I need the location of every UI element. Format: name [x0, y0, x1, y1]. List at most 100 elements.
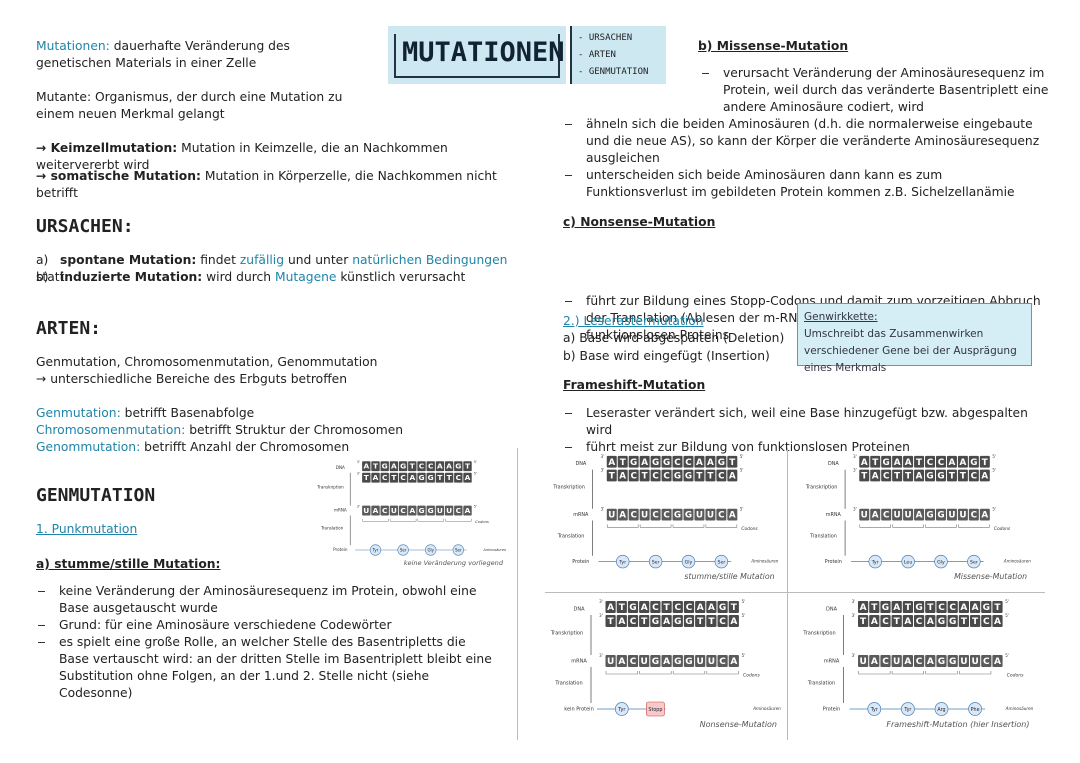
base-box [958, 655, 969, 667]
base-box [979, 508, 990, 521]
base-box [936, 655, 947, 667]
base-box [661, 455, 672, 468]
base-box [454, 472, 463, 483]
base-box [380, 461, 389, 472]
base-box [869, 655, 880, 667]
diagram-label: Codons [475, 520, 489, 524]
amino-acid-label: Ser [455, 547, 462, 552]
base-box [639, 615, 650, 627]
bullet-list: ähneln sich die beiden Aminosäuren (d.h.… [563, 116, 1043, 201]
diagram-label: Aminosäuren [1003, 559, 1031, 564]
text: und unter [287, 253, 349, 267]
amino-acid-label: Tyr [617, 707, 625, 713]
amino-acid [934, 554, 948, 569]
amino-acid-label: Gly [685, 560, 693, 566]
diagram-label: 3' [852, 599, 856, 604]
base-box [914, 469, 925, 482]
base-box [925, 601, 936, 613]
base-box [683, 655, 695, 667]
diagram-label: 3' [357, 460, 360, 464]
base-box [891, 655, 902, 667]
base-box [716, 455, 727, 468]
base-box [914, 455, 925, 468]
bullet-list: keine Veränderung der Aminosäuresequenz … [36, 583, 496, 702]
base-box [435, 505, 445, 516]
base-box [717, 615, 728, 627]
base-box [925, 455, 936, 468]
base-box [628, 469, 639, 482]
base-box [435, 472, 445, 483]
base-box [617, 508, 628, 521]
amino-acid [369, 544, 382, 556]
base-box [650, 655, 661, 667]
title: MUTATIONEN [402, 37, 565, 68]
stop-box [646, 701, 665, 717]
base-box [694, 508, 705, 521]
caption: Missense-Mutation [954, 572, 1027, 581]
subheading: Frameshift-Mutation [563, 378, 706, 392]
base-box [454, 505, 463, 516]
diagram-label: 5' [474, 460, 477, 464]
base-box [858, 615, 869, 627]
diagram-label: 5' [1005, 653, 1009, 658]
codon-bracket [925, 524, 957, 528]
diagram-label: 5' [742, 653, 746, 658]
base-box [398, 472, 408, 483]
amino-acid [397, 544, 409, 556]
amino-acid-label: Ser [400, 547, 407, 552]
diagram-label: Translation [809, 534, 837, 540]
definition: Genmutation: betrifft Basenabfolge [36, 405, 254, 422]
base-box [859, 455, 870, 468]
base-box [968, 455, 979, 468]
base-box [705, 469, 716, 482]
base-box [881, 508, 892, 521]
base-box [970, 601, 981, 613]
base-box [914, 615, 925, 627]
base-box [650, 615, 661, 627]
base-box [371, 505, 380, 516]
base-box [417, 505, 426, 516]
base-box [705, 508, 716, 521]
base-box [892, 455, 903, 468]
diagram: DNATranskriptionmRNATranslationProteinAT… [552, 454, 778, 581]
diagram-label: mRNA [571, 659, 587, 665]
base-box [617, 455, 628, 468]
codon-bracket [417, 518, 444, 522]
diagram-label: mRNA [334, 508, 347, 513]
codon-bracket [445, 518, 472, 522]
base-box [605, 655, 616, 667]
diagram-label: 5' [992, 468, 996, 473]
diagram-label: DNA [826, 607, 838, 613]
subheading: b) Missense-Mutation [698, 39, 849, 53]
heading: GENMUTATION [36, 485, 156, 506]
codon-bracket [891, 671, 924, 675]
base-box [695, 615, 706, 627]
codon-bracket [362, 518, 389, 522]
note-text: Umschreibt das Zusammenwirken verschiede… [804, 328, 1017, 374]
text: b) Base wird eingefügt (Insertion) [563, 349, 770, 363]
base-box [639, 655, 650, 667]
base-box [695, 601, 706, 613]
heading: URSACHEN: [36, 216, 134, 237]
base-box [444, 461, 454, 472]
base-box [903, 508, 914, 521]
base-box [444, 505, 454, 516]
text: → unterschiedliche Bereiche des Erbguts … [36, 372, 348, 386]
base-box [947, 601, 958, 613]
base-box [426, 472, 435, 483]
base-box [627, 655, 639, 667]
diagram-label: 5' [1005, 599, 1009, 604]
text: wird durch [206, 270, 272, 284]
base-box [389, 461, 399, 472]
codon-bracket [639, 524, 672, 528]
codon-bracket [605, 671, 638, 675]
text: betrifft Basenabfolge [124, 406, 255, 420]
bullet-list: Leseraster verändert sich, weil eine Bas… [563, 405, 1043, 456]
base-box [946, 508, 957, 521]
diagram-label: 5' [740, 468, 744, 473]
base-box [706, 655, 717, 667]
diagram-label: Codons [743, 673, 760, 679]
amino-acid-label: Stopp [648, 707, 662, 713]
base-box [362, 505, 371, 516]
base-box [958, 615, 969, 627]
